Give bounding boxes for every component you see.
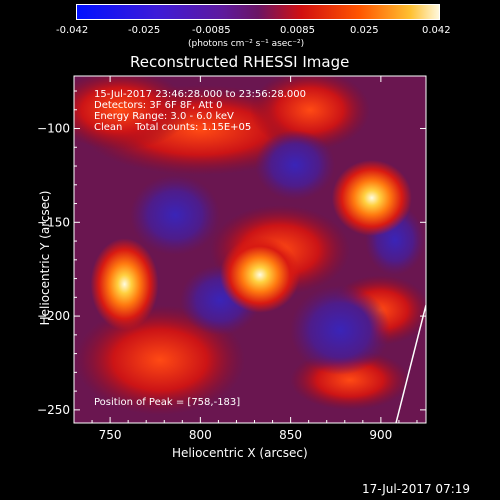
colorbar-tick: 0.0085 (280, 25, 315, 36)
y-tick-label: −200 (37, 309, 70, 323)
x-tick-label: 750 (99, 428, 122, 442)
y-tick-label: −100 (37, 122, 70, 136)
y-axis-label: Heliocentric Y (arcsec) (38, 190, 52, 326)
x-tick-label: 850 (279, 428, 302, 442)
negative-region (290, 285, 390, 375)
negative-region (255, 130, 335, 200)
x-tick-label: 800 (189, 428, 212, 442)
info-line: Energy Range: 3.0 - 6.0 keV (94, 111, 234, 122)
y-tick-label: −150 (37, 215, 70, 229)
negative-region (130, 175, 220, 255)
colorbar-tick: -0.025 (128, 25, 161, 36)
chart-title: Reconstructed RHESSI Image (130, 53, 350, 71)
emission-ridge (75, 305, 245, 415)
emission-ridge (250, 76, 370, 150)
colorbar-tick: -0.0085 (192, 25, 231, 36)
solar-limb-line (395, 304, 426, 423)
y-tick-label: −250 (37, 403, 70, 417)
info-line: Detectors: 3F 6F 8F, Att 0 (94, 100, 223, 111)
x-axis-label: Heliocentric X (arcsec) (172, 446, 308, 460)
plot-frame (73, 75, 427, 424)
emission-source (331, 159, 412, 236)
peak-label: Position of Peak = [758,-183] (94, 397, 241, 408)
emission-ridge (74, 76, 190, 150)
timestamp: 17-Jul-2017 07:19 (362, 482, 471, 496)
emission-source (90, 238, 159, 331)
colorbar-unit-label: (photons cm⁻² s⁻¹ asec⁻²) (188, 39, 305, 49)
colorbar (76, 4, 440, 20)
x-tick-label: 900 (369, 428, 392, 442)
emission-source (219, 236, 300, 313)
info-line: 15-Jul-2017 23:46:28.000 to 23:56:28.000 (94, 89, 306, 100)
colorbar-tick: 0.025 (350, 25, 379, 36)
colorbar-tick: -0.042 (56, 25, 89, 36)
info-line: Clean Total counts: 1.15E+05 (94, 122, 252, 133)
colorbar-tick: 0.042 (422, 25, 451, 36)
